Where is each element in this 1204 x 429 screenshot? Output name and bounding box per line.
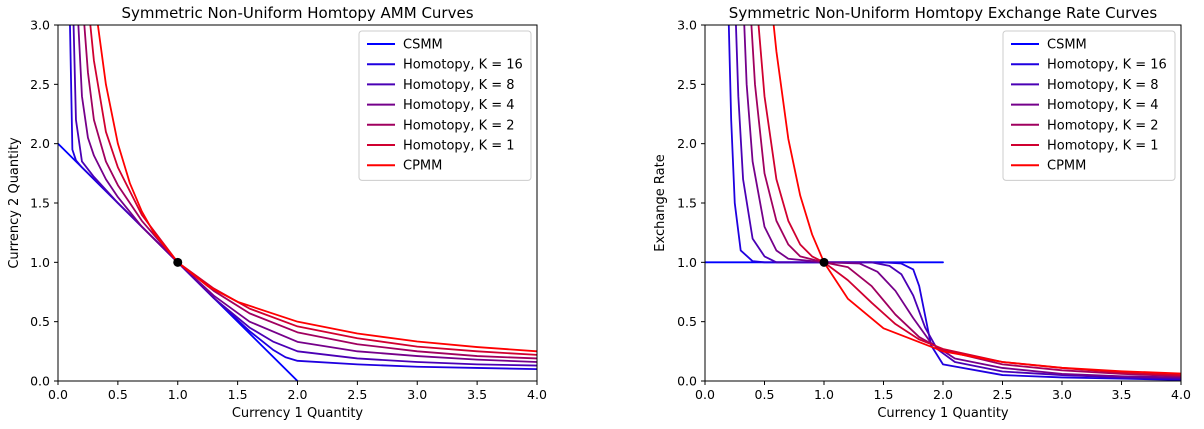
y-tick-label: 0.5 xyxy=(30,314,50,329)
series-line-homotopy-k-4 xyxy=(743,25,1181,379)
legend-label: Homotopy, K = 4 xyxy=(1047,98,1159,113)
legend-label: CPMM xyxy=(403,159,442,174)
x-tick-label: 1.0 xyxy=(168,387,188,402)
x-tick-label: 3.0 xyxy=(407,387,427,402)
y-tick-label: 1.0 xyxy=(677,255,697,270)
y-tick-label: 0.0 xyxy=(677,374,697,389)
equilibrium-point xyxy=(173,257,183,267)
x-tick-label: 0.0 xyxy=(48,387,68,402)
series-line-cpmm xyxy=(772,25,1181,375)
chart-title: Symmetric Non-Uniform Homtopy AMM Curves xyxy=(121,4,473,22)
x-tick-label: 4.0 xyxy=(527,387,547,402)
legend-box xyxy=(1002,30,1176,181)
chart-2: 0.0 0.5 1.0 1.5 2.0 2.5 3.0 3.5 4.0 0.0 0.5 1.0 1.5 2… xyxy=(653,4,1191,421)
series-lines xyxy=(58,25,537,381)
x-tick-label: 1.5 xyxy=(874,387,894,402)
x-tick-label: 2.0 xyxy=(933,387,953,402)
legend-label: Homotopy, K = 1 xyxy=(403,139,515,154)
y-axis-label: Currency 2 Quantity xyxy=(7,137,22,269)
legend-label: CSMM xyxy=(1047,38,1087,53)
y-tick-label: 1.0 xyxy=(30,255,50,270)
y-tick-label: 2.0 xyxy=(677,136,697,151)
legend-label: CPMM xyxy=(1047,159,1086,174)
x-tick-label: 1.0 xyxy=(814,387,834,402)
y-tick-label: 1.5 xyxy=(677,196,697,211)
equilibrium-point xyxy=(819,257,829,267)
x-axis-label: Currency 1 Quantity xyxy=(877,406,1009,421)
series-line-homotopy-k-2 xyxy=(750,25,1181,378)
series-line-cpmm xyxy=(96,25,537,353)
x-tick-label: 3.5 xyxy=(1112,387,1132,402)
legend-label: Homotopy, K = 2 xyxy=(403,118,515,133)
y-tick-label: 0.5 xyxy=(677,314,697,329)
legend-label: Homotopy, K = 4 xyxy=(403,98,515,113)
series-line-homotopy-k-16 xyxy=(727,25,1181,381)
series-line-homotopy-k-8 xyxy=(735,25,1181,380)
y-tick-label: 1.5 xyxy=(30,196,50,211)
y-tick-label: 3.0 xyxy=(30,18,50,33)
x-axis-label: Currency 1 Quantity xyxy=(232,406,364,421)
x-tick-label: 3.5 xyxy=(467,387,487,402)
x-tick-label: 2.0 xyxy=(288,387,308,402)
x-tick-label: 4.0 xyxy=(1171,387,1191,402)
legend: CSMM Homotopy, K = 16 Homotopy, K = 8 Homot… xyxy=(1002,30,1176,181)
chart-title: Symmetric Non-Uniform Homtopy Exchange R… xyxy=(729,4,1158,22)
x-tick-label: 1.5 xyxy=(228,387,248,402)
legend-label: Homotopy, K = 16 xyxy=(1047,58,1167,73)
legend-label: CSMM xyxy=(403,38,443,53)
y-tick-label: 2.5 xyxy=(30,77,50,92)
series-line-homotopy-k-8 xyxy=(72,25,537,367)
legend-label: Homotopy, K = 2 xyxy=(1047,118,1159,133)
x-tick-label: 0.0 xyxy=(695,387,715,402)
x-tick-label: 0.5 xyxy=(755,387,775,402)
y-tick-label: 3.0 xyxy=(677,18,697,33)
legend-label: Homotopy, K = 16 xyxy=(403,58,523,73)
legend-label: Homotopy, K = 8 xyxy=(1047,78,1159,93)
legend: CSMM Homotopy, K = 16 Homotopy, K = 8 Homot… xyxy=(358,30,532,181)
x-tick-label: 2.5 xyxy=(347,387,367,402)
y-tick-label: 2.0 xyxy=(30,136,50,151)
legend-label: Homotopy, K = 8 xyxy=(403,78,515,93)
legend-box xyxy=(358,30,532,181)
legend-label: Homotopy, K = 1 xyxy=(1047,139,1159,154)
y-axis-label: Exchange Rate xyxy=(653,154,668,251)
x-tick-label: 3.0 xyxy=(1052,387,1072,402)
chart-1: 0.0 0.5 1.0 1.5 2.0 2.5 3.0 3.5 4.0 0.0 0.5 1.0 1.5 2… xyxy=(7,4,547,421)
x-tick-label: 0.5 xyxy=(108,387,128,402)
series-lines xyxy=(705,25,1181,381)
x-tick-label: 2.5 xyxy=(993,387,1013,402)
y-tick-label: 0.0 xyxy=(30,374,50,389)
y-tick-label: 2.5 xyxy=(677,77,697,92)
